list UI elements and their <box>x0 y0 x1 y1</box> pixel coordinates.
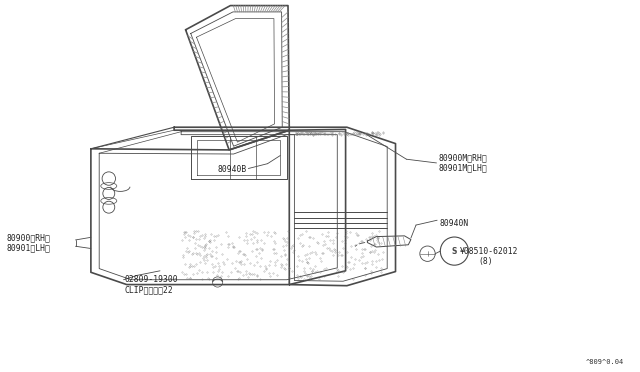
Text: S: S <box>452 247 457 256</box>
Text: 80940N: 80940N <box>439 219 468 228</box>
Text: 80901M〈LH〉: 80901M〈LH〉 <box>438 164 487 173</box>
Text: 80940B: 80940B <box>217 165 246 174</box>
Text: 02809-19300: 02809-19300 <box>125 275 179 284</box>
Text: 80901〈LH〉: 80901〈LH〉 <box>6 244 51 253</box>
Text: CLIPクリップ22: CLIPクリップ22 <box>125 285 173 294</box>
Text: ¥08510-62012: ¥08510-62012 <box>460 247 518 256</box>
Text: 80900〈RH〉: 80900〈RH〉 <box>6 234 51 243</box>
Text: ^809^0.04: ^809^0.04 <box>586 359 624 365</box>
Text: 80900M〈RH〉: 80900M〈RH〉 <box>438 154 487 163</box>
Text: (8): (8) <box>479 257 493 266</box>
